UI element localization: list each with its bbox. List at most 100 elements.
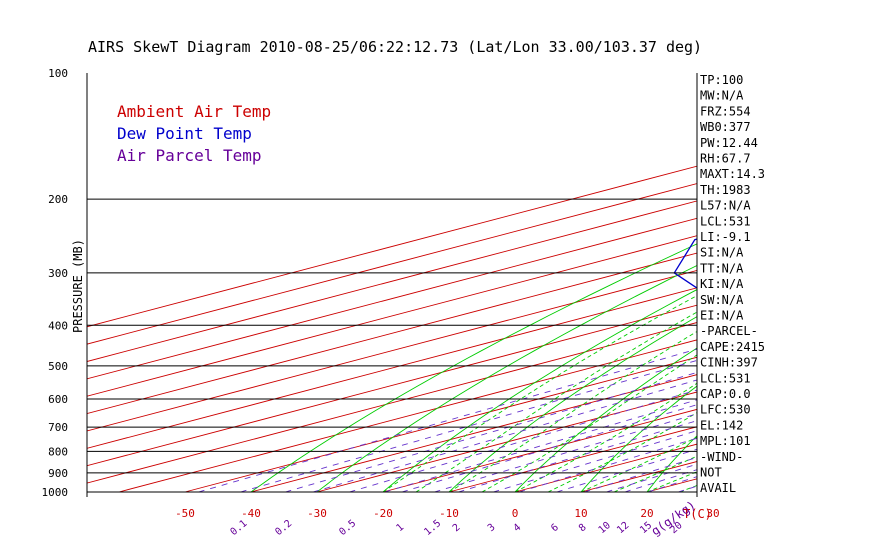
index-entry: -PARCEL- <box>700 324 758 338</box>
mixing-ratio-tick-label: 10 <box>597 520 613 536</box>
dry-adiabat-line <box>382 289 697 493</box>
bottom-temp-tick-label: -20 <box>373 507 393 520</box>
pressure-tick-label: 500 <box>48 360 68 373</box>
mixing-ratio-line <box>401 404 697 493</box>
mixing-ratio-line <box>312 379 697 493</box>
isotherm-line <box>87 304 697 467</box>
index-entry: EL:142 <box>700 418 743 432</box>
isotherm-line <box>448 426 697 493</box>
isotherm-line <box>845 73 870 492</box>
cape-shading <box>851 170 870 377</box>
index-entry: RH:67.7 <box>700 152 751 166</box>
x-axis-unit-label: T(C) <box>683 507 712 521</box>
index-entry: TT:N/A <box>700 261 744 275</box>
mixing-ratio-line <box>754 147 870 492</box>
mixing-ratio-tick-label: 0.1 <box>229 518 250 538</box>
pressure-tick-label: 100 <box>48 67 68 80</box>
index-entry: MW:N/A <box>700 89 744 103</box>
pressure-tick-label: 400 <box>48 319 68 332</box>
pressure-tick-label: 1000 <box>42 486 69 499</box>
axes: 1002003004005006007008009001000-120-110-… <box>42 67 720 538</box>
isotherm-line <box>118 339 697 493</box>
index-entry: TH:1983 <box>700 183 751 197</box>
index-entry: SW:N/A <box>700 293 744 307</box>
bottom-temp-tick-label: 20 <box>640 507 653 520</box>
isotherm-line <box>87 165 697 328</box>
isotherm-line <box>316 391 697 493</box>
mixing-ratio-line <box>647 476 697 493</box>
mixing-ratio-line <box>384 399 697 493</box>
mixing-ratio-line <box>198 348 697 493</box>
isotherm-line <box>250 374 697 493</box>
index-entry: SI:N/A <box>700 246 744 260</box>
index-entry: WB0:377 <box>700 120 751 134</box>
legend: Ambient Air Temp Dew Point Temp Air Parcel… <box>117 102 271 165</box>
mixing-ratio-tick-label: 1.5 <box>422 518 443 538</box>
mixing-ratio-tick-label: 12 <box>615 520 631 536</box>
bottom-temp-tick-label: -30 <box>307 507 327 520</box>
mixing-ratio-line <box>349 389 697 493</box>
moist-adiabat-line <box>613 455 697 493</box>
isotherm-line <box>87 235 697 397</box>
mixing-ratio-tick-label: 2 <box>451 522 463 534</box>
index-entry: KI:N/A <box>700 277 744 291</box>
index-entry: AVAIL <box>700 481 736 495</box>
mixing-ratio-line <box>518 437 697 493</box>
isotherm-line <box>87 322 697 484</box>
dry-adiabat-line <box>580 385 697 493</box>
isotherm-line <box>87 217 697 380</box>
isotherm-line <box>87 269 697 432</box>
bottom-temp-tick-label: -10 <box>439 507 459 520</box>
isotherm-line <box>779 73 870 492</box>
dry-adiabat-line <box>845 73 870 492</box>
bottom-temp-tick-label: -40 <box>241 507 261 520</box>
mixing-ratio-tick-label: 3 <box>486 522 498 534</box>
moist-adiabat-line <box>448 330 697 493</box>
isotherm-line <box>382 408 697 493</box>
index-entry: TP:100 <box>700 73 743 87</box>
bottom-temp-tick-label: 0 <box>512 507 519 520</box>
index-entry: LI:-9.1 <box>700 230 751 244</box>
index-entry: CAP:0.0 <box>700 387 751 401</box>
legend-entry: Ambient Air Temp <box>117 102 271 121</box>
mixing-ratio-tick-label: 6 <box>549 522 561 534</box>
isotherm-line <box>87 183 697 345</box>
mixing-ratio-line <box>458 420 697 493</box>
mixing-ratio-tick-label: 4 <box>512 522 524 534</box>
ambient-temp-line <box>829 73 870 416</box>
moist-adiabat-line <box>547 412 697 493</box>
bottom-temp-tick-label: 30 <box>706 507 719 520</box>
index-entry: MAXT:14.3 <box>700 167 765 181</box>
index-entry: LFC:530 <box>700 403 751 417</box>
mixing-ratio-tick-label: 1 <box>394 522 406 534</box>
mixing-ratio-line <box>285 371 697 493</box>
index-entry: MPL:101 <box>700 434 751 448</box>
index-entry: CINH:397 <box>700 356 758 370</box>
isotherm-line <box>184 356 697 493</box>
mixing-ratio-line <box>240 359 697 493</box>
pressure-tick-label: 900 <box>48 467 68 480</box>
index-entry: LCL:531 <box>700 371 751 385</box>
index-entry: -WIND- <box>700 450 743 464</box>
dry-adiabat-line <box>514 347 697 493</box>
y-axis-label: PRESSURE (MB) <box>71 239 85 333</box>
pressure-tick-label: 800 <box>48 445 68 458</box>
chart-title: AIRS SkewT Diagram 2010-08-25/06:22:12.7… <box>88 38 702 56</box>
dry-adiabat-line <box>316 265 697 493</box>
dry-adiabat-line <box>250 243 697 493</box>
index-entry: PW:12.44 <box>700 136 758 150</box>
bottom-temp-tick-label: -50 <box>175 507 195 520</box>
mixing-ratio-tick-label: 0.5 <box>337 518 358 538</box>
pressure-tick-label: 300 <box>48 267 68 280</box>
pressure-tick-label: 200 <box>48 193 68 206</box>
legend-entry: Dew Point Temp <box>117 124 252 143</box>
isotherm-line <box>87 200 697 362</box>
moist-adiabat-line <box>779 199 870 492</box>
isotherm-line <box>87 287 697 449</box>
dry-adiabat-line <box>646 435 697 493</box>
isotherm-line <box>514 443 697 493</box>
mixing-ratio-line <box>493 430 697 493</box>
index-entry: LCL:531 <box>700 214 751 228</box>
